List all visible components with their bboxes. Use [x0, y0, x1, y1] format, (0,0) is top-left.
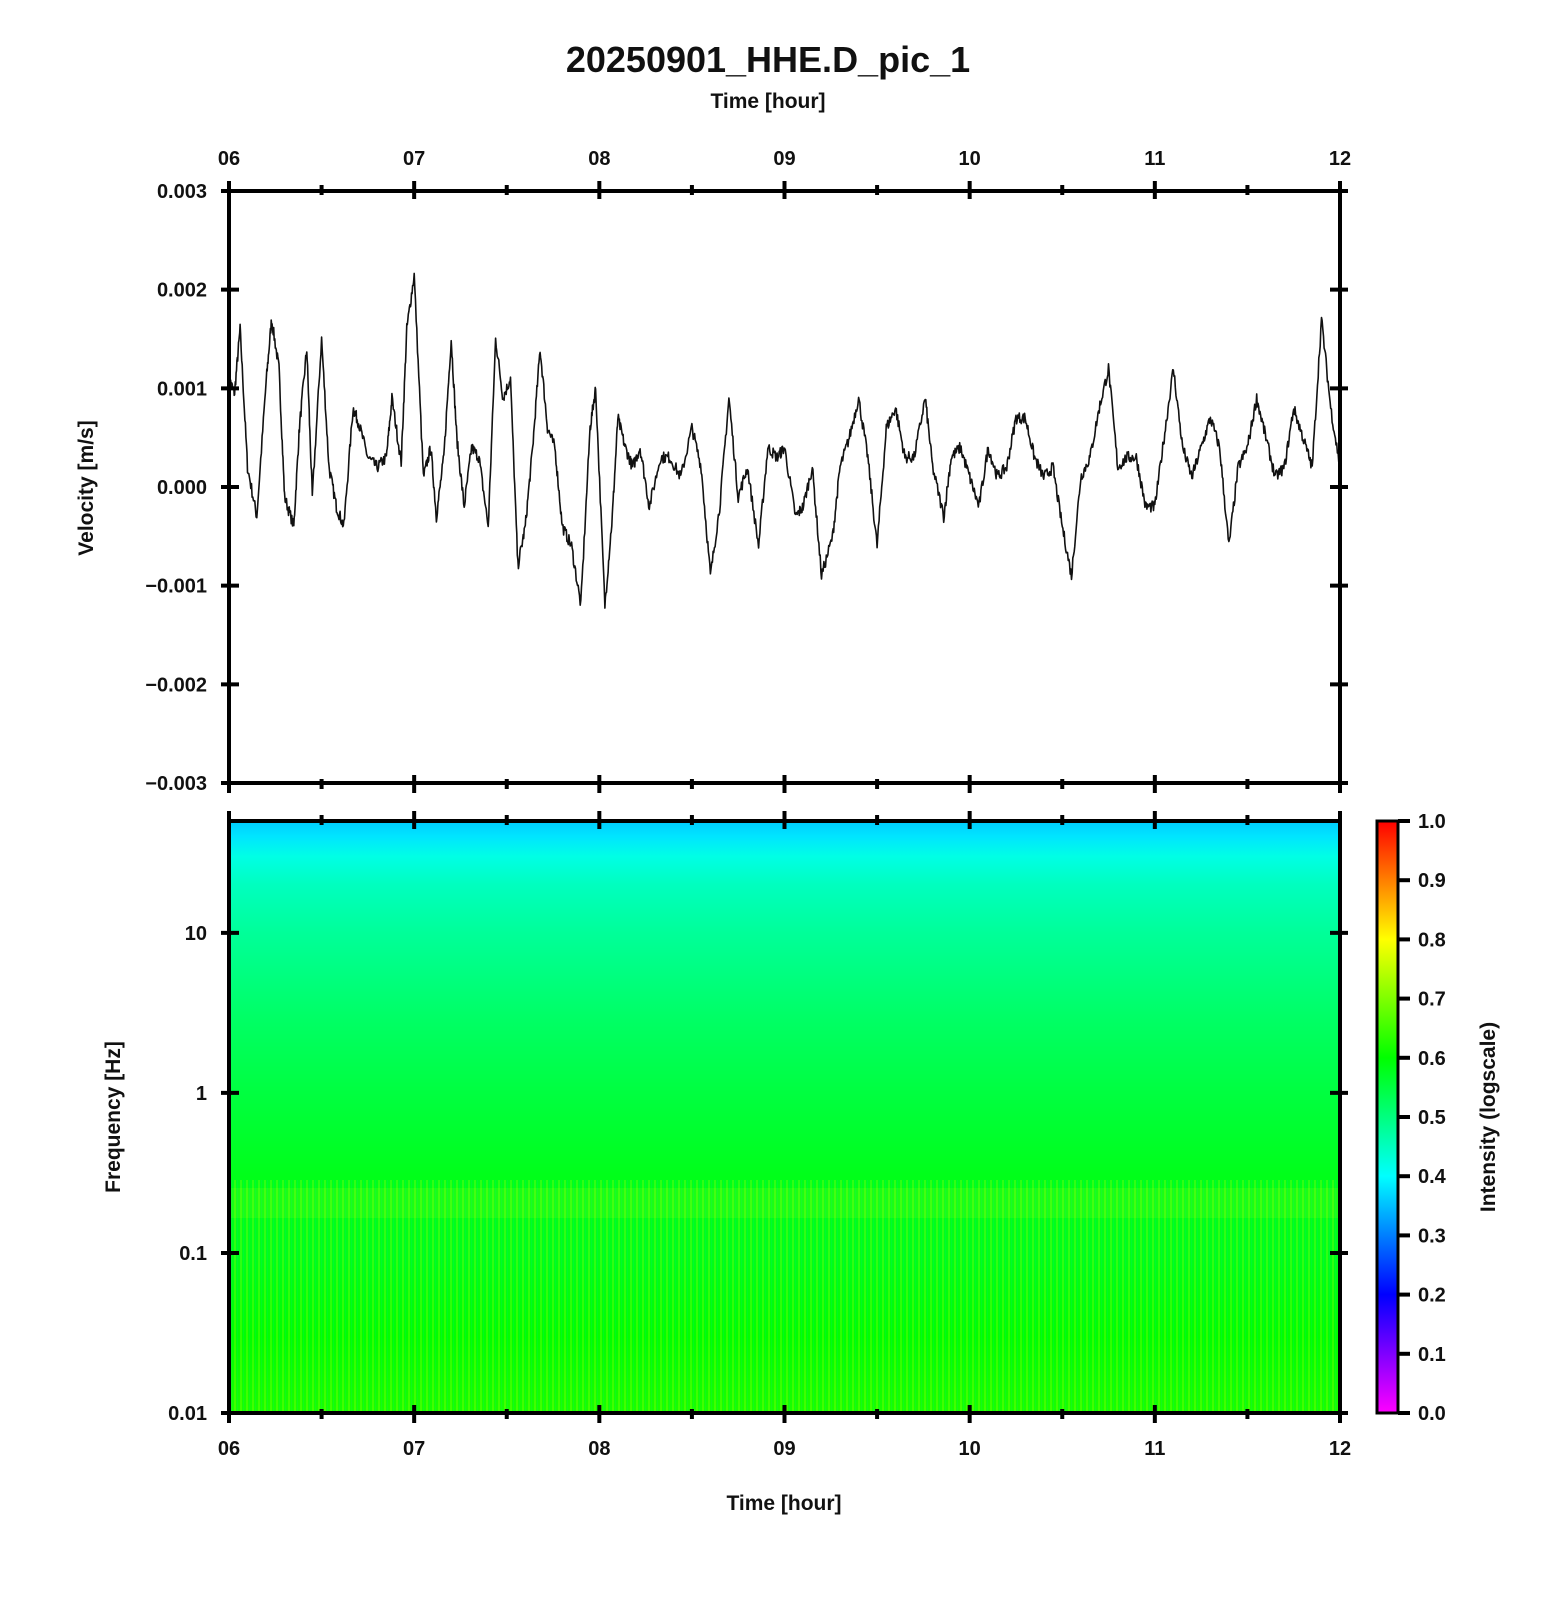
waveform-y-tick-label: −0.001	[145, 576, 207, 598]
chart-title: 20250901_HHE.D_pic_1	[566, 39, 970, 80]
spectrogram-y-tick-label: 10	[185, 923, 207, 945]
colorbar-gradient	[1375, 819, 1400, 1415]
waveform-y-tick-label: −0.002	[145, 674, 207, 696]
colorbar-tick-label: 0.0	[1418, 1403, 1446, 1425]
waveform-y-tick-label: −0.003	[145, 773, 207, 795]
waveform-top-x-tick-label: 12	[1329, 148, 1351, 170]
colorbar-tick-label: 0.7	[1418, 989, 1446, 1011]
colorbar-tick-label: 0.6	[1418, 1048, 1446, 1070]
colorbar-tick-label: 0.1	[1418, 1344, 1446, 1366]
colorbar-label: Intensity (logscale)	[1477, 1022, 1500, 1212]
spectrogram-x-tick-label: 07	[403, 1438, 425, 1460]
spectrogram-x-tick-label: 06	[218, 1438, 240, 1460]
waveform-y-axis-label: Velocity [m/s]	[75, 420, 98, 555]
colorbar-tick-label: 0.9	[1418, 870, 1446, 892]
waveform-y-tick-label: 0.001	[157, 378, 207, 400]
colorbar-tick-label: 0.3	[1418, 1225, 1446, 1247]
spectrogram-x-axis-label: Time [hour]	[726, 1492, 841, 1515]
waveform-y-tick-label: 0.003	[157, 181, 207, 203]
waveform-top-x-tick-label: 08	[588, 148, 610, 170]
spectrogram-y-tick-label: 1	[196, 1083, 207, 1105]
waveform-top-x-tick-label: 09	[773, 148, 795, 170]
colorbar-tick-label: 1.0	[1418, 811, 1446, 833]
spectrogram-band	[229, 1188, 1340, 1218]
top-x-axis-label: Time [hour]	[710, 90, 825, 113]
spectrogram-x-tick-label: 09	[773, 1438, 795, 1460]
velocity-series-line	[228, 272, 1341, 609]
waveform-frame	[227, 189, 1342, 785]
waveform-panel: 06 07 08 09 10 11 12 0.003 0.002 0.001 0.000 −0.001…	[75, 148, 1351, 795]
spectrogram-y-tick-label: 0.1	[179, 1243, 207, 1265]
spectrogram-y-tick-label: 0.01	[168, 1403, 207, 1425]
colorbar-tick-label: 0.5	[1418, 1107, 1446, 1129]
spectrogram-panel: 06 07 08 09 10 11 12 10 1 0.1 0.01 Time [hour] Fre…	[102, 811, 1351, 1515]
waveform-top-x-tick-label: 07	[403, 148, 425, 170]
colorbar-tick-label: 0.2	[1418, 1285, 1446, 1307]
spectrogram-x-tick-label: 12	[1329, 1438, 1351, 1460]
spectrogram-x-tick-label: 08	[588, 1438, 610, 1460]
waveform-y-tick-label: 0.002	[157, 280, 207, 302]
colorbar-tick-label: 0.4	[1418, 1166, 1447, 1188]
spectrogram-x-tick-label: 11	[1144, 1438, 1165, 1460]
colorbar: 1.0 0.9 0.8 0.7 0.6 0.5 0.4 0.3 0.2 0.1 0.0 Intens…	[1375, 811, 1500, 1425]
waveform-top-x-tick-label: 10	[959, 148, 981, 170]
spectrogram-texture	[229, 1180, 1340, 1413]
waveform-y-tick-label: 0.000	[157, 477, 207, 499]
spectrogram-y-axis-label: Frequency [Hz]	[102, 1041, 125, 1193]
waveform-top-x-tick-label: 11	[1144, 148, 1165, 170]
waveform-top-x-tick-label: 06	[218, 148, 240, 170]
colorbar-tick-label: 0.8	[1418, 929, 1446, 951]
spectrogram-x-tick-label: 10	[959, 1438, 981, 1460]
